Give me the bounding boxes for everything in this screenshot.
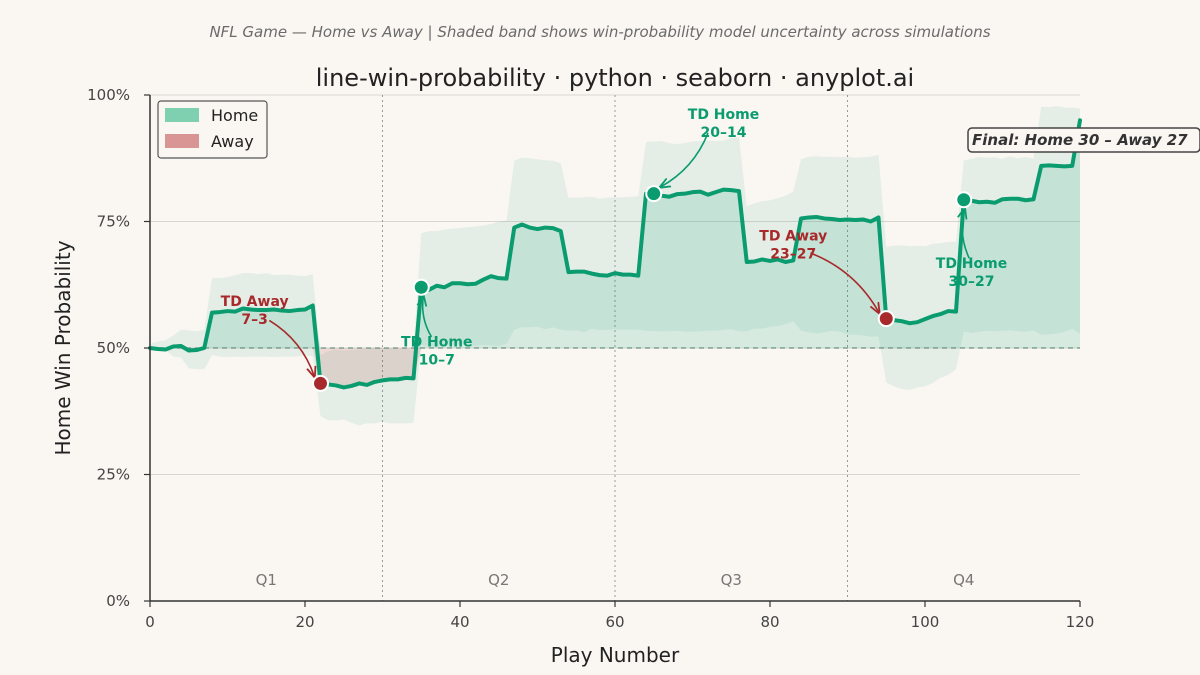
y-tick-label: 100% — [87, 86, 130, 104]
event-label: TD Home — [688, 107, 759, 123]
axes: 0 20 40 60 80 100 120 0% 25% 50% 75% 100% — [87, 86, 1094, 631]
event-label: TD Home — [936, 256, 1007, 272]
home-advantage-fill — [150, 120, 1080, 348]
y-axis-label: Home Win Probability — [51, 240, 75, 455]
event-label: 23–27 — [770, 246, 816, 262]
quarter-label: Q1 — [256, 571, 277, 589]
x-tick-label: 40 — [450, 613, 469, 631]
event-label: TD Away — [221, 294, 289, 310]
event-marker — [645, 185, 663, 203]
home-win-probability-line — [148, 118, 1082, 390]
event-label: 30–27 — [949, 274, 995, 290]
uncertainty-band — [150, 106, 1080, 426]
event-arrow — [423, 296, 433, 338]
event-marker — [877, 310, 895, 328]
final-score-label: Final: Home 30 – Away 27 — [972, 131, 1188, 149]
quarter-label: Q3 — [721, 571, 742, 589]
legend-label-away: Away — [211, 132, 254, 151]
event-label: TD Away — [759, 228, 827, 244]
legend: Home Away — [157, 100, 268, 159]
y-tick-label: 0% — [106, 592, 130, 610]
score-events: TD Away 7–3 TD Home 10–7 TD Home 20–14 TD Away… — [221, 107, 1007, 392]
event-arrow — [660, 132, 709, 187]
event-label: 10–7 — [419, 353, 455, 369]
uncertainty-band-area — [150, 106, 1080, 426]
event-label: 7–3 — [241, 312, 267, 328]
quarter-label: Q4 — [953, 571, 974, 589]
event-marker — [412, 278, 430, 296]
away-advantage-fill — [150, 348, 1080, 388]
event-marker — [312, 374, 329, 392]
event-label: TD Home — [401, 335, 472, 351]
quarter-label: Q2 — [488, 571, 509, 589]
final-score-box — [967, 127, 1200, 153]
probability-line-group — [148, 118, 1082, 390]
x-tick-label: 20 — [295, 613, 314, 631]
x-axis-label: Play Number — [551, 643, 680, 667]
event-arrow — [810, 252, 879, 313]
x-tick-label: 120 — [1066, 613, 1095, 631]
y-tick-label: 50% — [97, 339, 130, 357]
event-marker — [955, 191, 973, 209]
y-tick-label: 25% — [97, 466, 130, 484]
x-tick-label: 0 — [145, 613, 155, 631]
chart-title: line-win-probability · python · seaborn … — [316, 64, 914, 92]
event-arrow — [268, 319, 314, 376]
final-score-annotation: Final: Home 30 – Away 27 — [967, 127, 1200, 153]
win-fill — [150, 120, 1080, 388]
y-tick-label: 75% — [97, 213, 130, 231]
legend-swatch-away — [165, 134, 199, 148]
supertitle: NFL Game — Home vs Away | Shaded band sh… — [209, 23, 990, 41]
event-label: 20–14 — [701, 125, 747, 141]
x-tick-label: 80 — [760, 613, 779, 631]
legend-label-home: Home — [211, 106, 258, 125]
x-tick-label: 100 — [911, 613, 940, 631]
event-arrow — [962, 209, 970, 259]
legend-swatch-home — [165, 108, 199, 122]
x-tick-label: 60 — [605, 613, 624, 631]
